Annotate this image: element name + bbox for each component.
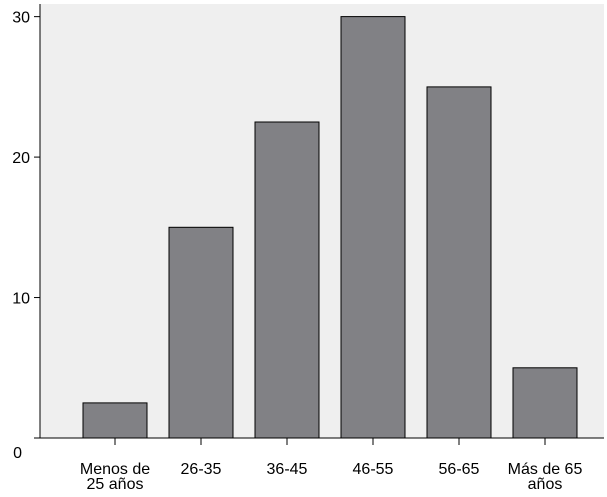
x-tick-label-4: 56-65 [439,461,480,478]
x-tick-label-0: Menos de 25 años [80,461,150,493]
bar-1 [168,226,234,439]
bar-0 [82,402,148,439]
x-tick-label-line: 56-65 [439,461,480,478]
x-tick-label-5: Más de 65 años [508,461,583,493]
y-tick-label-1: 10 [12,291,30,308]
x-axis: Menos de 25 años 26-35 36-45 46-55 56-65 Más d… [80,438,583,493]
x-tick-label-line: 25 años [87,476,144,493]
x-tick-label-line: Menos de [80,461,150,478]
bar-5 [512,367,578,439]
x-tick-label-line: 36-45 [267,461,308,478]
bars-group [82,16,578,439]
bar-2 [254,121,320,439]
y-tick-label-0: 0 [13,445,22,462]
x-tick-label-line: Más de 65 [508,461,583,478]
x-tick-label-line: 46-55 [353,461,394,478]
y-tick-label-3: 30 [12,10,30,27]
x-tick-label-line: años [528,476,563,493]
x-tick-label-line: 26-35 [181,461,222,478]
y-axis: 0 10 20 30 [12,10,40,462]
plot-area [40,4,604,438]
x-tick-label-2: 36-45 [267,461,308,478]
y-tick-label-2: 20 [12,150,30,167]
bar-3 [340,16,406,439]
x-tick-label-3: 46-55 [353,461,394,478]
bar-4 [426,86,492,439]
x-tick-label-1: 26-35 [181,461,222,478]
